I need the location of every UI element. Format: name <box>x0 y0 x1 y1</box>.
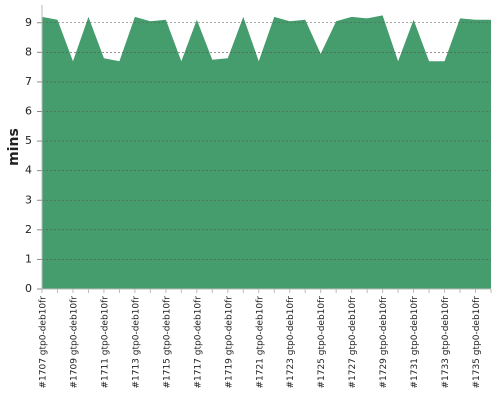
y-tick-label: 9 <box>25 16 32 29</box>
y-tick-label: 6 <box>25 105 32 118</box>
y-tick-label: 3 <box>25 193 32 206</box>
x-tick-label: #1727 gtp0-deb10fr <box>348 296 358 389</box>
y-tick-label: 5 <box>25 134 32 147</box>
y-tick-label: 4 <box>25 164 32 177</box>
x-tick-label: #1717 gtp0-deb10fr <box>193 296 203 389</box>
x-tick-label: #1707 gtp0-deb10fr <box>39 296 49 389</box>
area <box>42 15 491 290</box>
x-tick-label: #1729 gtp0-deb10fr <box>379 296 389 389</box>
x-tick-label: #1731 gtp0-deb10fr <box>410 296 420 389</box>
x-tick-label: #1725 gtp0-deb10fr <box>317 296 327 389</box>
x-tick-label: #1735 gtp0-deb10fr <box>472 296 482 389</box>
x-tick-label: #1715 gtp0-deb10fr <box>162 296 172 389</box>
y-tick-label: 7 <box>25 75 32 88</box>
y-tick-label: 1 <box>25 252 32 265</box>
x-tick-label: #1711 gtp0-deb10fr <box>100 296 110 389</box>
y-axis-label: mins <box>6 128 22 166</box>
y-tick-label: 0 <box>25 282 32 295</box>
x-tick-label: #1709 gtp0-deb10fr <box>69 296 79 389</box>
x-tick-label: #1721 gtp0-deb10fr <box>255 296 265 389</box>
y-tick-label: 2 <box>25 223 32 236</box>
x-tick-label: #1713 gtp0-deb10fr <box>131 296 141 389</box>
y-tick-label: 8 <box>25 45 32 58</box>
x-tick-label: #1733 gtp0-deb10fr <box>441 296 451 389</box>
x-tick-label: #1723 gtp0-deb10fr <box>286 296 296 389</box>
x-tick-label: #1719 gtp0-deb10fr <box>224 296 234 389</box>
